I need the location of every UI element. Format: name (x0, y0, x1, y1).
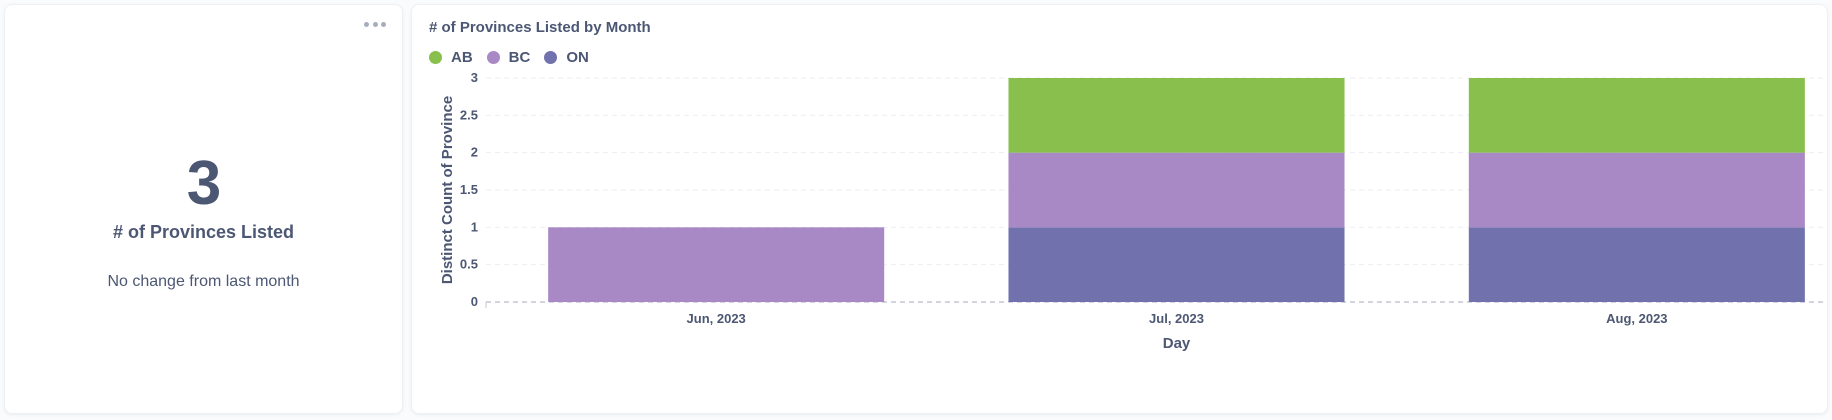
bar-bc-1[interactable] (1008, 152, 1345, 228)
bar-ab-2[interactable] (1468, 78, 1805, 153)
scalar-value[interactable]: 3 (186, 149, 221, 218)
y-tick-label: 2.5 (460, 107, 478, 122)
x-tick-label: Aug, 2023 (1606, 311, 1667, 326)
legend-dot-icon (429, 51, 442, 64)
more-options-icon[interactable] (364, 19, 386, 29)
y-tick-label: 1 (471, 219, 478, 234)
y-tick-label: 0 (471, 294, 478, 309)
legend-dot-icon (544, 51, 558, 64)
chart-card: 0 0.5 1 1.5 2 2.5 3 Distinct Count of Province J… (411, 4, 1828, 414)
y-tick-label: 0.5 (460, 257, 478, 272)
x-tick-label: Jun, 2023 (687, 311, 746, 326)
chart-canvas: 0 0.5 1 1.5 2 2.5 3 Distinct Count of Province J… (439, 70, 1827, 352)
bar-on-2[interactable] (1468, 227, 1805, 302)
menu-dot (364, 21, 369, 27)
chart-legend: AB BC ON (429, 49, 589, 66)
chart-title[interactable]: # of Provinces Listed by Month (429, 19, 651, 36)
menu-dot (372, 21, 378, 27)
legend-label: AB (451, 49, 473, 66)
y-tick-label: 2 (471, 145, 478, 160)
bar-ab-1[interactable] (1008, 78, 1345, 153)
scalar-card: 3 # of Provinces Listed No change from l… (4, 4, 403, 414)
bar-bc-0[interactable] (548, 227, 885, 302)
legend-label: ON (566, 49, 589, 66)
x-tick-label: Jul, 2023 (1149, 311, 1204, 326)
bar-bc-2[interactable] (1468, 152, 1805, 228)
y-tick-label: 3 (471, 70, 478, 85)
y-tick-label: 1.5 (460, 182, 478, 197)
y-axis-title[interactable]: Distinct Count of Province (439, 96, 456, 284)
legend-item-bc[interactable]: BC (486, 49, 531, 66)
legend-dot-icon (486, 51, 500, 64)
menu-dot (381, 21, 386, 27)
bar-on-1[interactable] (1008, 227, 1345, 302)
x-axis-title[interactable]: Day (1163, 335, 1191, 352)
legend-item-on[interactable]: ON (544, 49, 589, 66)
scalar-title[interactable]: # of Provinces Listed (112, 222, 295, 242)
legend-label: BC (508, 49, 531, 66)
scalar-comparison: No change from last month (107, 273, 300, 290)
legend-item-ab[interactable]: AB (429, 49, 473, 66)
